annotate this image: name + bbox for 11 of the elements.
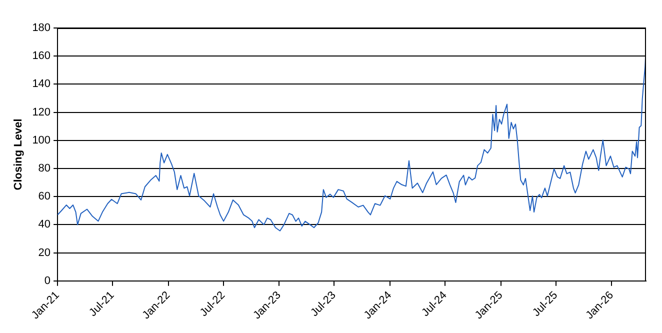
y-tick-label: 180 <box>32 22 51 34</box>
y-tick-label: 60 <box>38 190 51 203</box>
y-tick-label: 80 <box>38 162 51 175</box>
y-tick-label: 0 <box>44 274 51 287</box>
y-axis-title: Closing Level <box>12 118 25 190</box>
y-tick-label: 40 <box>38 218 51 231</box>
y-tick-label: 120 <box>32 106 51 118</box>
y-tick-label: 160 <box>32 50 51 62</box>
y-tick-label: 20 <box>38 246 51 259</box>
y-tick-label: 100 <box>32 134 51 146</box>
y-tick-label: 140 <box>32 78 51 90</box>
